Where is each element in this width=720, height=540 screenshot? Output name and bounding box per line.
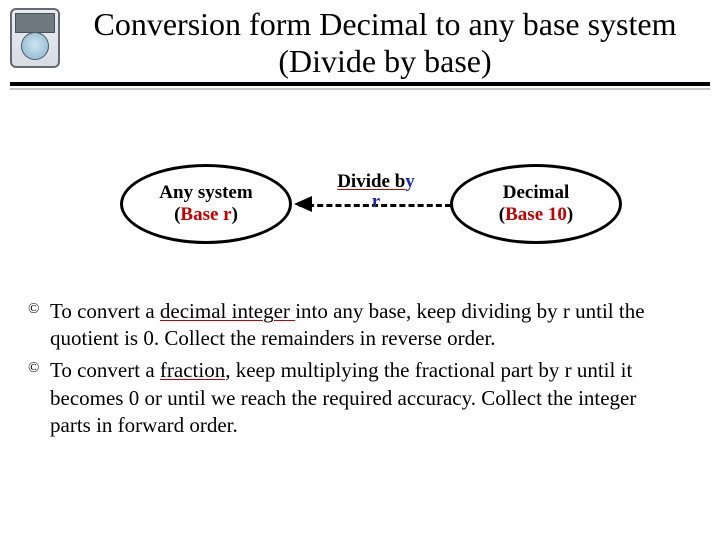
arrow-head-icon <box>294 196 312 212</box>
header: Conversion form Decimal to any base syst… <box>0 0 720 94</box>
base-val-r: r <box>223 204 231 225</box>
paren-close: ) <box>232 204 238 225</box>
oval-right-line1: Decimal <box>503 182 569 204</box>
conversion-diagram: Any system (Base r) Decimal (Base 10) Di… <box>0 94 720 294</box>
arrow-label-line2: r <box>326 192 426 213</box>
oval-right-line2: (Base 10) <box>499 204 573 226</box>
logo-circle <box>21 32 49 60</box>
base-val-10: 10 <box>548 204 567 225</box>
slide: Conversion form Decimal to any base syst… <box>0 0 720 540</box>
oval-left-line2: (Base r) <box>174 204 238 226</box>
bullet-list: To convert a decimal integer into any ba… <box>0 294 720 441</box>
bullet-pre: To convert a <box>50 299 160 323</box>
base-word: Base <box>180 204 223 225</box>
arrow-label: Divide by r <box>326 172 426 214</box>
title-rule-dark <box>10 82 710 86</box>
arrow-label-line1: Divide by <box>326 172 426 193</box>
title-rule-light <box>10 88 710 90</box>
paren-close: ) <box>567 204 573 225</box>
bullet-keyword: decimal integer <box>160 299 295 323</box>
oval-any-system: Any system (Base r) <box>120 164 292 244</box>
page-title: Conversion form Decimal to any base syst… <box>60 6 710 80</box>
title-row: Conversion form Decimal to any base syst… <box>10 6 710 80</box>
oval-decimal: Decimal (Base 10) <box>450 164 622 244</box>
bullet-pre: To convert a <box>50 358 160 382</box>
list-item: To convert a decimal integer into any ba… <box>28 298 680 353</box>
base-word: Base <box>505 204 548 225</box>
list-item: To convert a fraction, keep multiplying … <box>28 357 680 440</box>
bullet-keyword: fraction <box>160 358 225 382</box>
logo-top-panel <box>15 13 55 33</box>
oval-left-line1: Any system <box>159 182 252 204</box>
university-logo <box>10 8 60 68</box>
